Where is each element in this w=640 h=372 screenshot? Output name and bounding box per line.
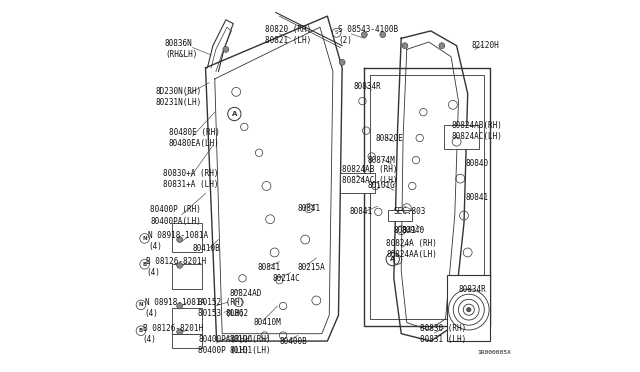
Text: 80834R: 80834R: [458, 285, 486, 294]
Text: 80480E (RH)
80480EA(LH): 80480E (RH) 80480EA(LH): [168, 128, 220, 148]
Circle shape: [467, 308, 471, 312]
Bar: [444, 125, 479, 149]
Text: 80836N
(RH&LH): 80836N (RH&LH): [165, 39, 197, 60]
Bar: [172, 223, 202, 253]
Text: 80824A (RH)
80824AA(LH): 80824A (RH) 80824AA(LH): [387, 239, 437, 259]
Text: 80874M: 80874M: [368, 155, 396, 165]
Circle shape: [177, 329, 182, 335]
Text: 80100(RH)
80101(LH): 80100(RH) 80101(LH): [230, 335, 271, 355]
Text: A: A: [390, 256, 396, 262]
Text: 80840: 80840: [466, 159, 489, 169]
Circle shape: [402, 43, 408, 49]
Circle shape: [223, 46, 229, 52]
Text: 80400B: 80400B: [280, 337, 307, 346]
Text: SEC.803: SEC.803: [394, 207, 426, 217]
Text: 80820E: 80820E: [376, 134, 403, 142]
Text: 1R000005X: 1R000005X: [477, 350, 511, 355]
Text: 80841: 80841: [257, 263, 280, 272]
Circle shape: [362, 32, 367, 38]
Text: 80410M: 80410M: [253, 318, 282, 327]
Text: 80101G: 80101G: [368, 182, 396, 190]
Bar: [172, 334, 202, 349]
Bar: [388, 210, 412, 221]
Text: S 08543-4100B
(2): S 08543-4100B (2): [339, 25, 399, 45]
Text: 80152 (RH)
80153 (LH): 80152 (RH) 80153 (LH): [198, 298, 244, 318]
Text: 80214C: 80214C: [272, 274, 300, 283]
Text: N: N: [142, 236, 147, 241]
Text: 80400PA(RH)
80400P (LH): 80400PA(RH) 80400P (LH): [198, 335, 249, 355]
Text: 80215A: 80215A: [298, 263, 326, 272]
Text: 80820 (RH)
80821 (LH): 80820 (RH) 80821 (LH): [264, 25, 311, 45]
Text: N 08918-1081A
(4): N 08918-1081A (4): [145, 298, 205, 318]
Circle shape: [439, 43, 445, 49]
Text: 80940: 80940: [401, 226, 424, 235]
Circle shape: [380, 32, 386, 38]
Text: 80830 (RH)
80831 (LH): 80830 (RH) 80831 (LH): [420, 324, 466, 344]
Bar: [172, 263, 202, 289]
Text: 80824AD: 80824AD: [230, 289, 262, 298]
Bar: [447, 275, 490, 341]
Text: 80841: 80841: [466, 193, 489, 202]
Text: N: N: [139, 302, 143, 307]
Text: 80841: 80841: [298, 203, 321, 213]
Text: 82120H: 82120H: [472, 41, 499, 50]
Text: 80862: 80862: [226, 309, 249, 318]
Text: S: S: [335, 30, 339, 35]
Text: B: B: [143, 262, 147, 267]
Text: B 08126-8201H
(4): B 08126-8201H (4): [147, 257, 207, 277]
Text: 80841: 80841: [349, 207, 372, 217]
Bar: [172, 308, 202, 334]
Circle shape: [177, 262, 182, 268]
Bar: [340, 173, 376, 193]
Text: 80841: 80841: [394, 226, 417, 235]
Text: B 08126-8201H
(4): B 08126-8201H (4): [143, 324, 203, 344]
Text: B: B: [139, 328, 143, 333]
Text: 80824AB(RH)
80824AC(LH): 80824AB(RH) 80824AC(LH): [451, 121, 502, 141]
Text: 80834R: 80834R: [353, 82, 381, 91]
Text: 8D230N(RH)
80231N(LH): 8D230N(RH) 80231N(LH): [156, 87, 202, 108]
Circle shape: [177, 303, 182, 309]
Text: 80410B: 80410B: [193, 244, 220, 253]
Text: 80830+A (RH)
80831+A (LH): 80830+A (RH) 80831+A (LH): [163, 169, 219, 189]
Circle shape: [339, 60, 345, 65]
Circle shape: [177, 237, 182, 243]
Text: 80400P (RH)
80400PA(LH): 80400P (RH) 80400PA(LH): [150, 205, 201, 225]
Text: N 08918-1081A
(4): N 08918-1081A (4): [148, 231, 209, 251]
Text: A: A: [232, 111, 237, 117]
Text: 80824AB (RH)
80824AC (LH): 80824AB (RH) 80824AC (LH): [342, 165, 397, 185]
